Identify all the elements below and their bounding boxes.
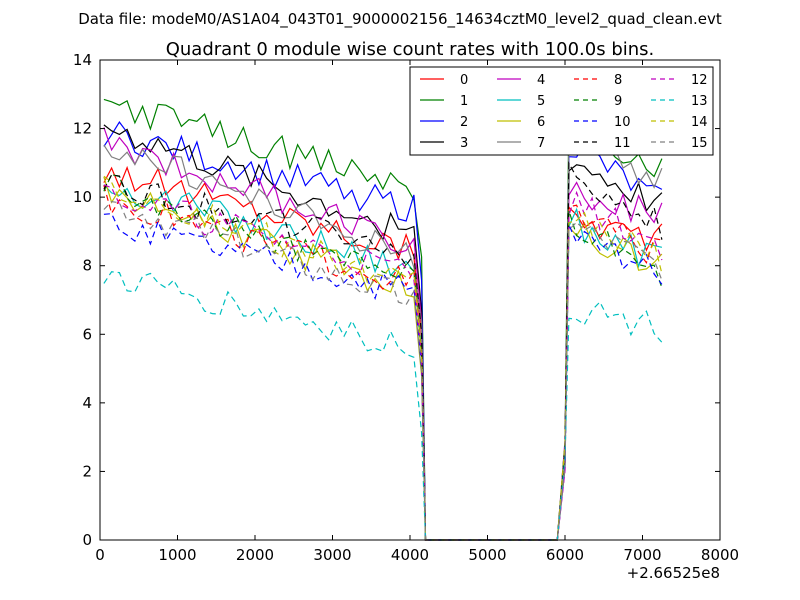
legend-label: 13 [691,94,708,109]
legend-label: 11 [614,136,631,151]
series-line-15 [103,200,663,541]
x-tick-label: 5000 [468,546,506,564]
y-tick-label: 0 [82,531,92,549]
x-tick-label: 0 [95,546,105,564]
x-tick-label: 4000 [391,546,429,564]
series-line-13 [103,271,663,541]
series-line-10 [103,213,663,541]
legend-label: 0 [460,73,468,88]
series-line-4 [103,127,663,541]
y-tick-label: 8 [82,257,92,275]
data-file-title: Data file: modeM0/AS1A04_043T01_90000021… [78,10,722,29]
y-tick-label: 10 [73,188,92,206]
x-tick-label: 3000 [313,546,351,564]
x-tick-label: 2000 [236,546,274,564]
y-tick-label: 6 [82,325,92,343]
series-line-6 [103,176,663,541]
legend-label: 3 [460,136,468,151]
series-line-8 [103,185,663,541]
legend-box [409,66,714,156]
y-tick-label: 12 [73,120,92,138]
legend-label: 10 [614,115,631,130]
series-line-14 [103,175,663,541]
series-line-3 [103,124,663,541]
x-tick-label: 7000 [623,546,661,564]
y-tick-label: 14 [73,51,92,69]
legend-label: 4 [537,73,545,88]
legend-label: 7 [537,136,545,151]
series-line-12 [103,184,663,541]
x-tick-label: 8000 [701,546,739,564]
x-offset-label: +2.66525e8 [627,564,720,582]
legend-label: 9 [614,94,622,109]
chart-title: Quadrant 0 module wise count rates with … [166,39,655,60]
series-line-9 [103,173,663,541]
legend-label: 5 [537,94,545,109]
x-tick-label: 1000 [158,546,196,564]
legend-label: 2 [460,115,468,130]
plot-series-group [103,98,663,541]
axis-ticks: 0 1000 2000 3000 4000 5000 6000 7000 80000246810… [73,51,739,564]
legend-label: 14 [691,115,708,130]
y-tick-label: 4 [82,394,92,412]
legend-label: 8 [614,73,622,88]
y-tick-label: 2 [82,462,92,480]
legend-label: 1 [460,94,468,109]
legend-label: 6 [537,115,545,130]
series-line-11 [103,161,663,541]
x-tick-label: 6000 [546,546,584,564]
legend-label: 12 [691,73,708,88]
legend-label: 15 [691,136,708,151]
